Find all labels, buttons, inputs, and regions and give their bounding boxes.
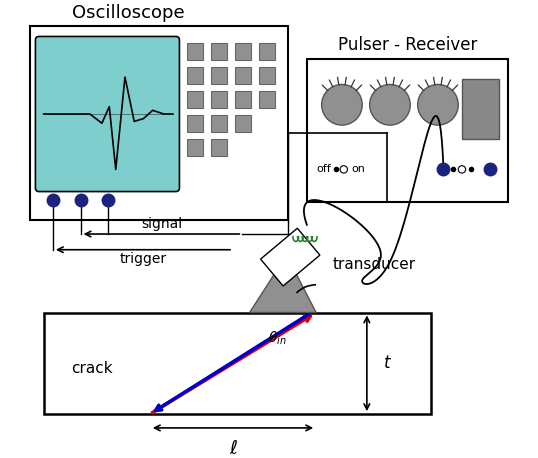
Bar [211, 139, 228, 156]
Text: trigger: trigger [119, 252, 167, 267]
Circle shape [322, 84, 362, 125]
Text: crack: crack [72, 361, 113, 376]
Circle shape [340, 166, 348, 173]
Bar [462, 79, 499, 139]
Bar [235, 115, 251, 131]
Text: t: t [384, 354, 390, 372]
Bar [211, 115, 228, 131]
Bar [187, 43, 203, 60]
Text: $\theta_{in}$: $\theta_{in}$ [268, 330, 287, 347]
Bar [187, 115, 203, 131]
Bar [211, 91, 228, 108]
Text: Pulser - Receiver: Pulser - Receiver [338, 36, 477, 54]
Bar [307, 59, 508, 202]
Text: Oscilloscope: Oscilloscope [72, 4, 185, 22]
Bar [187, 139, 203, 156]
Polygon shape [260, 228, 320, 286]
Polygon shape [250, 255, 316, 312]
Bar [259, 43, 275, 60]
Bar [235, 67, 251, 83]
Text: off: off [316, 164, 331, 174]
FancyBboxPatch shape [36, 37, 180, 191]
Circle shape [417, 84, 458, 125]
Bar [259, 91, 275, 108]
Bar [235, 91, 251, 108]
Bar [259, 67, 275, 83]
Text: ℓ: ℓ [229, 439, 237, 458]
Bar [211, 67, 228, 83]
Bar [235, 43, 251, 60]
Circle shape [458, 166, 466, 173]
Bar [211, 43, 228, 60]
Text: transducer: transducer [332, 257, 416, 272]
Circle shape [370, 84, 410, 125]
Bar [44, 312, 431, 414]
Text: on: on [351, 164, 365, 174]
Bar [187, 91, 203, 108]
Bar [187, 67, 203, 83]
Text: signal: signal [141, 217, 182, 231]
Bar [30, 26, 288, 220]
